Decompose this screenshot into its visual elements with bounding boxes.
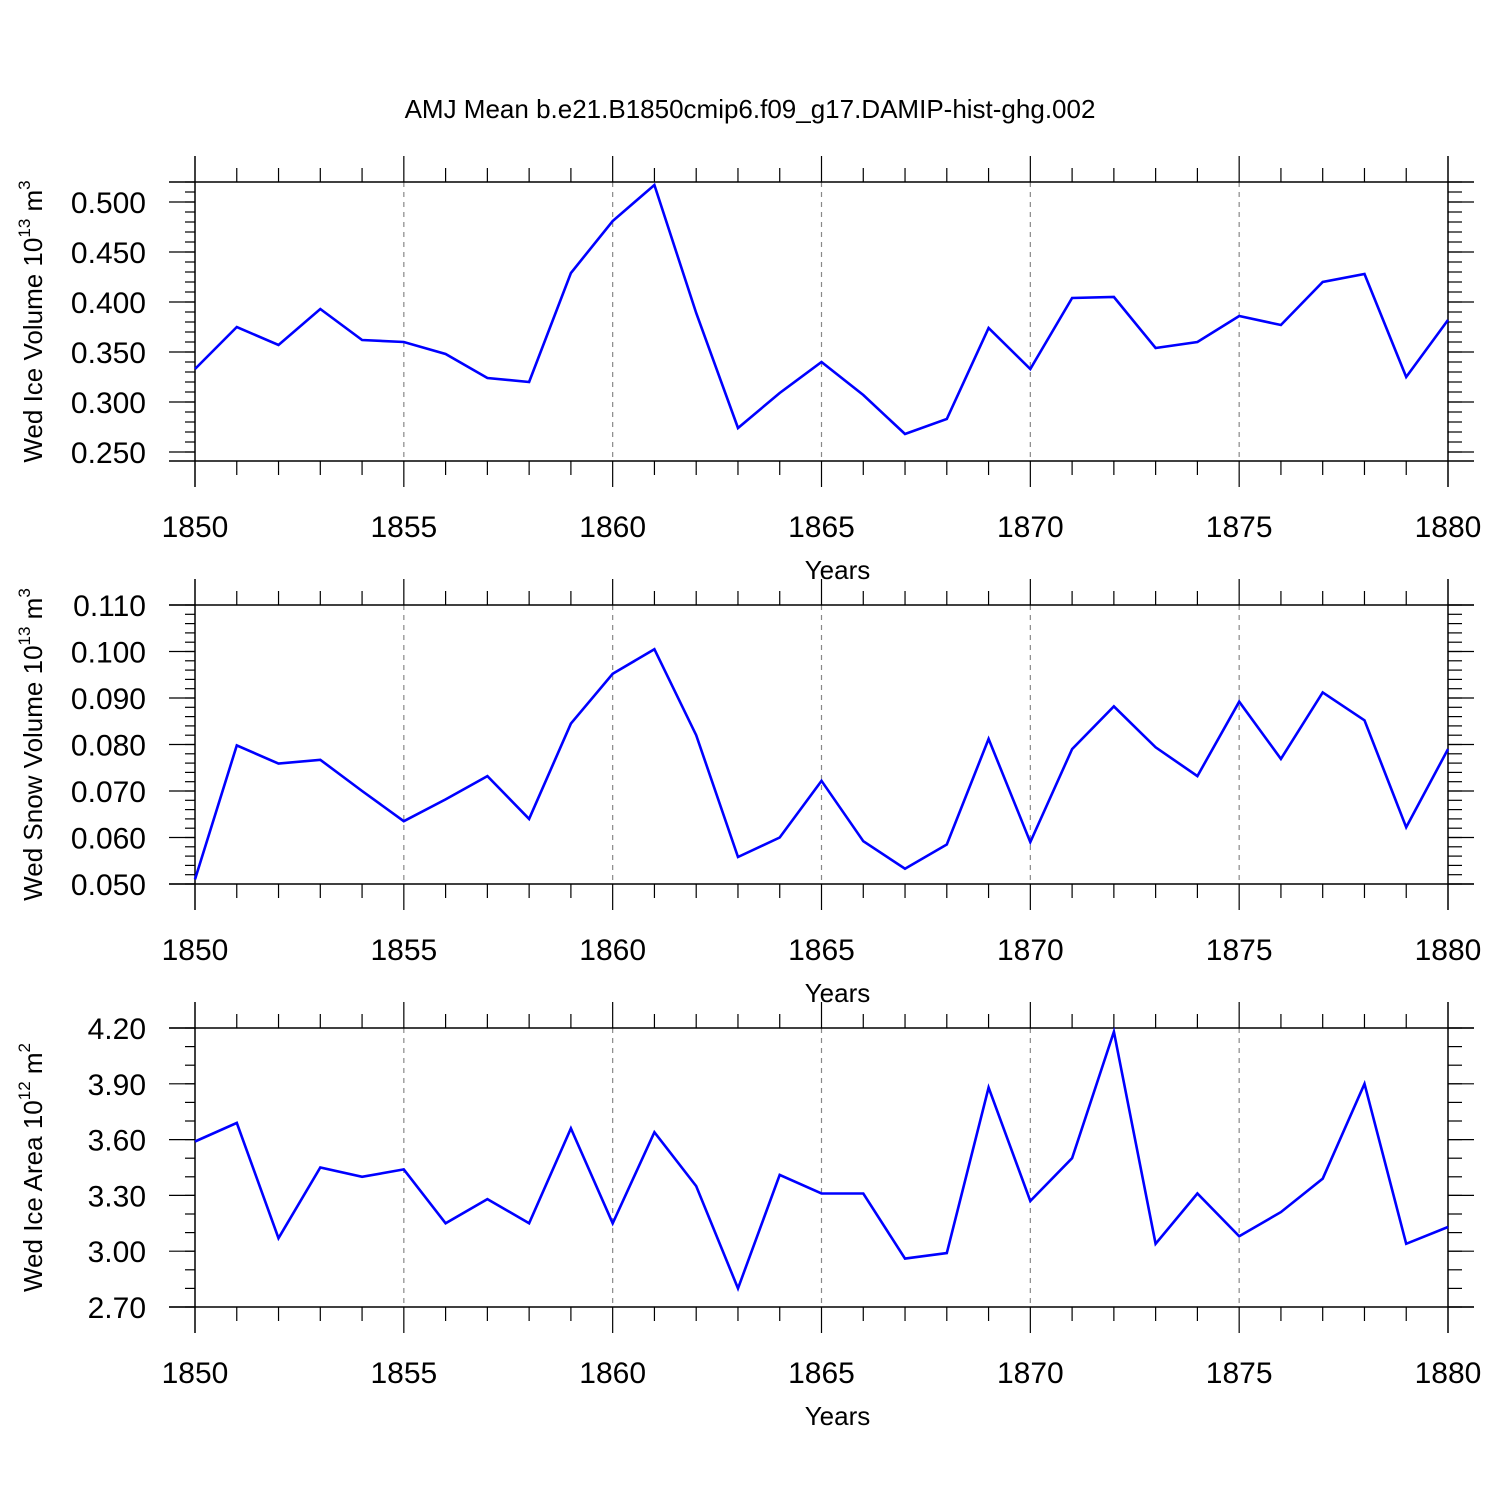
- y-tick-label: 0.060: [71, 823, 146, 856]
- series-line: [193, 647, 1450, 880]
- y-tick-label: 0.100: [71, 637, 146, 670]
- y-tick-label: 0.400: [71, 287, 146, 320]
- y-tick-label: 0.250: [71, 437, 146, 470]
- series-line: [194, 1026, 1449, 1292]
- x-tick-label: 1860: [579, 1357, 646, 1390]
- y-tick-label: 0.070: [71, 776, 146, 809]
- chart-title: AMJ Mean b.e21.B1850cmip6.f09_g17.DAMIP-…: [405, 94, 1096, 124]
- y-tick-label: 0.050: [71, 869, 146, 902]
- x-tick-label: 1855: [370, 934, 437, 967]
- x-tick-label: 1865: [788, 934, 855, 967]
- x-tick-label: 1865: [788, 511, 855, 544]
- x-axis-title: Years: [805, 555, 871, 585]
- x-tick-label: 1880: [1415, 934, 1482, 967]
- y-tick-label: 0.500: [71, 187, 146, 220]
- x-tick-label: 1880: [1415, 511, 1482, 544]
- y-tick-label: 0.300: [71, 387, 146, 420]
- x-tick-label: 1870: [997, 934, 1064, 967]
- chart-panel-2: 0.050 0.060 0.070 0.080 0.090 0.100 0.110 1850 1…: [15, 579, 1481, 1008]
- x-tick-label: 1865: [788, 1357, 855, 1390]
- series-line: [194, 182, 1450, 436]
- y-tick-label: 4.20: [88, 1013, 146, 1046]
- x-tick-label: 1860: [579, 934, 646, 967]
- x-tick-label: 1850: [162, 1357, 229, 1390]
- x-axis-title: Years: [805, 1401, 871, 1431]
- x-tick-label: 1875: [1206, 1357, 1273, 1390]
- x-tick-label: 1870: [997, 511, 1064, 544]
- x-tick-label: 1850: [162, 511, 229, 544]
- x-tick-label: 1870: [997, 1357, 1064, 1390]
- x-tick-label: 1860: [579, 511, 646, 544]
- y-tick-label: 0.080: [71, 730, 146, 763]
- y-axis-title: Wed Ice Area 1012 m2: [15, 1043, 48, 1292]
- x-tick-label: 1875: [1206, 934, 1273, 967]
- chart-panel-1: 0.250 0.300 0.350 0.400 0.450 0.500 1850 1855 18…: [15, 156, 1481, 585]
- y-tick-label: 3.30: [88, 1180, 146, 1213]
- x-tick-label: 1875: [1206, 511, 1273, 544]
- y-tick-label: 3.00: [88, 1236, 146, 1269]
- x-tick-label: 1855: [370, 511, 437, 544]
- y-tick-label: 0.350: [71, 337, 146, 370]
- x-tick-label: 1880: [1415, 1357, 1482, 1390]
- x-tick-label: 1855: [370, 1357, 437, 1390]
- y-tick-label: 3.60: [88, 1125, 146, 1158]
- y-tick-label: 2.70: [88, 1292, 146, 1325]
- y-axis-title: Wed Snow Volume 1013 m3: [15, 588, 48, 901]
- x-axis-title: Years: [805, 978, 871, 1008]
- chart-panel-3: 2.70 3.00 3.30 3.60 3.90 4.20 1850 1855 1860 1865…: [15, 1002, 1481, 1431]
- y-tick-label: 3.90: [88, 1069, 146, 1102]
- y-tick-label: 0.450: [71, 237, 146, 270]
- y-axis-title: Wed Ice Volume 1013 m3: [15, 180, 48, 462]
- y-tick-label: 0.090: [71, 683, 146, 716]
- x-tick-label: 1850: [162, 934, 229, 967]
- y-tick-label: 0.110: [73, 590, 146, 623]
